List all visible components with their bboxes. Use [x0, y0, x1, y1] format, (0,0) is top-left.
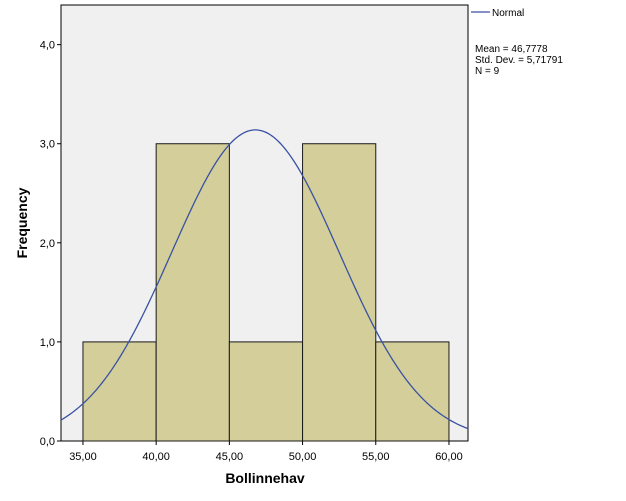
x-tick-label: 55,00	[362, 451, 390, 463]
x-tick-label: 40,00	[142, 451, 170, 463]
histogram-bar	[302, 143, 377, 442]
x-tick-label: 60,00	[435, 451, 463, 463]
x-tick-label: 45,00	[216, 451, 244, 463]
y-tick-label: 4,0	[40, 40, 55, 52]
histogram-bar	[375, 341, 450, 442]
legend-n: N = 9	[475, 66, 500, 77]
y-tick-label: 1,0	[40, 337, 55, 349]
y-axis: 0,0 1,0 2,0 3,0 4,0	[40, 40, 61, 448]
legend: Normal Mean = 46,7778 Std. Dev. = 5,7179…	[471, 8, 563, 77]
y-axis-title: Frequency	[14, 187, 30, 258]
x-axis: 35,00 40,00 45,00 50,00 55,00 60,00	[69, 441, 463, 463]
legend-normal-label: Normal	[492, 8, 524, 19]
legend-std-dev: Std. Dev. = 5,71791	[475, 55, 563, 66]
histogram-bar	[228, 341, 304, 442]
x-tick-label: 35,00	[69, 451, 97, 463]
normal-curve	[60, 129, 469, 430]
y-tick-label: 0,0	[40, 436, 55, 448]
x-axis-title: Bollinnehav	[225, 470, 305, 486]
x-tick-label: 50,00	[289, 451, 317, 463]
y-tick-label: 2,0	[40, 238, 55, 250]
bars-group	[82, 143, 450, 442]
y-tick-label: 3,0	[40, 139, 55, 151]
legend-mean: Mean = 46,7778	[475, 44, 548, 55]
histogram-bar	[155, 143, 230, 442]
